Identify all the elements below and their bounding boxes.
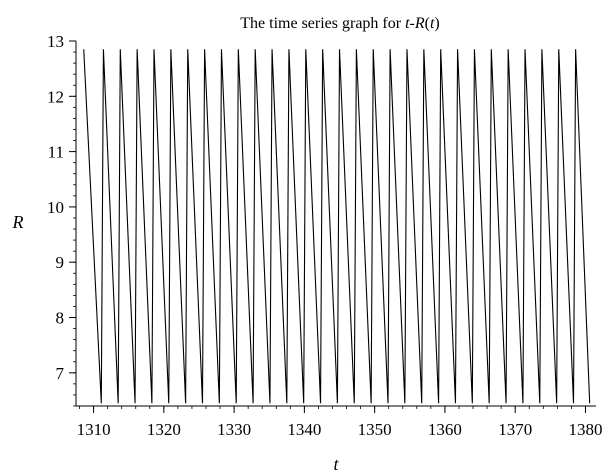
chart-title-dash: -	[410, 15, 415, 32]
chart-title-var-r: R	[414, 15, 425, 32]
series-layer	[83, 49, 591, 404]
y-tick-label: 9	[56, 253, 65, 272]
x-tick-label: 1350	[358, 420, 392, 439]
y-axis-ticks: 7 8 9 10 11 12 13	[47, 32, 76, 407]
y-axis-label: R	[12, 212, 24, 232]
x-tick-label: 1360	[428, 420, 462, 439]
chart-title-prefix: The time series graph for	[240, 15, 405, 32]
x-tick-label: 1310	[77, 420, 111, 439]
plot-area	[75, 41, 596, 407]
y-tick-label: 13	[47, 32, 64, 51]
y-tick-label: 12	[47, 87, 64, 106]
chart-title-var-t2: t	[430, 15, 435, 32]
chart-title-open-paren: (	[425, 15, 430, 32]
x-axis-label: t	[333, 454, 339, 474]
y-tick-label: 7	[56, 364, 65, 383]
chart-title-var-t: t	[405, 15, 410, 32]
x-tick-label: 1370	[498, 420, 532, 439]
x-axis-ticks: 1310 1320 1330 1340 1350 1360 1370 1380	[77, 406, 602, 439]
y-tick-label: 10	[47, 198, 64, 217]
y-tick-label: 8	[56, 309, 65, 328]
series-line	[83, 49, 591, 404]
chart-title: The time series graph for t-R(t)	[240, 15, 440, 32]
x-tick-label: 1330	[217, 420, 251, 439]
y-tick-label: 11	[48, 143, 64, 162]
x-tick-label: 1340	[287, 420, 321, 439]
x-tick-label: 1380	[568, 420, 602, 439]
chart-title-close-paren: )	[434, 15, 439, 32]
x-tick-label: 1320	[147, 420, 181, 439]
